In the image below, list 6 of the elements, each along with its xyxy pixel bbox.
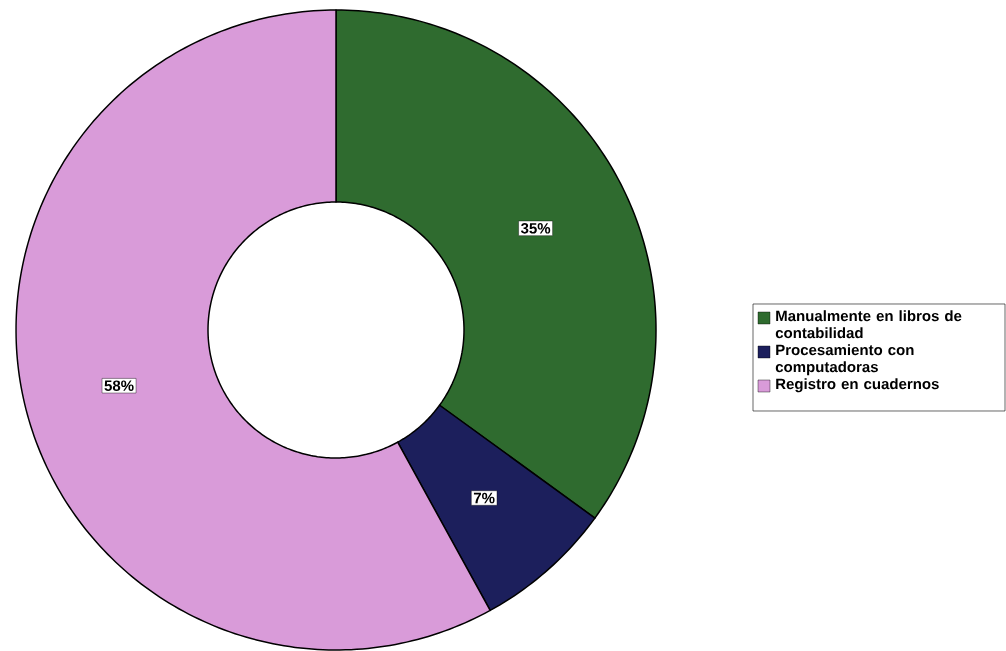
legend-label: Manualmente en libros de contabilidad [775, 310, 962, 339]
legend-label: Registro en cuadernos [776, 378, 939, 393]
data-label: 7% [473, 492, 495, 504]
data-label: 58% [104, 380, 134, 392]
data-label: 35% [520, 222, 551, 234]
legend-label: Procesamiento con computadoras [775, 344, 914, 376]
